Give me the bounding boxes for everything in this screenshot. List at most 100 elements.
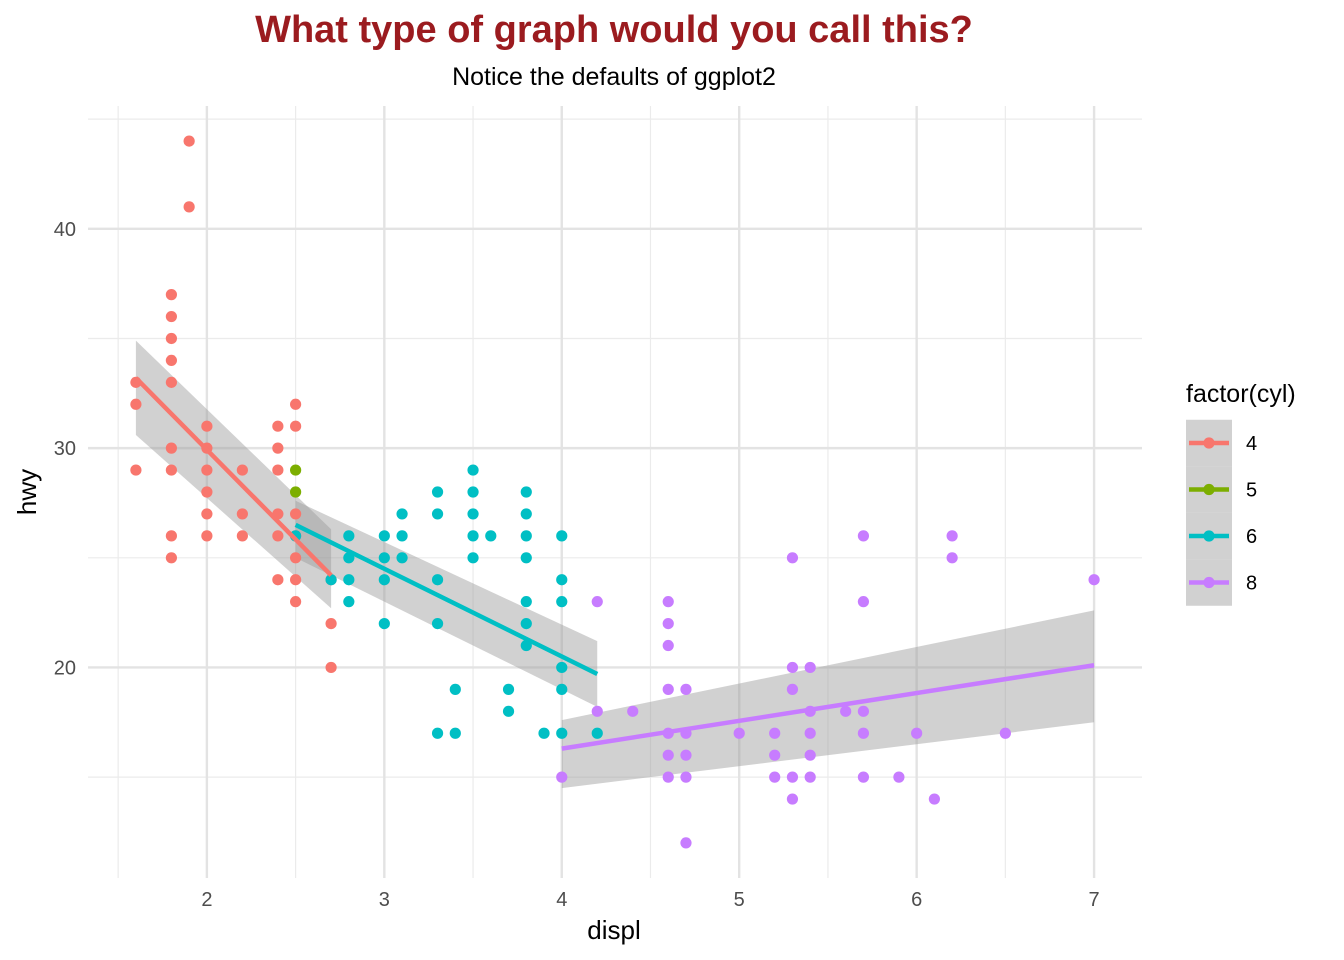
confidence-band-cyl-6 xyxy=(295,500,598,707)
data-point-cyl-8 xyxy=(680,837,692,849)
legend-label: 5 xyxy=(1246,480,1257,502)
data-point-cyl-4 xyxy=(201,420,213,432)
legend-item-cyl-8: 8 xyxy=(1186,559,1257,606)
legend-label: 6 xyxy=(1246,526,1257,548)
data-point-cyl-8 xyxy=(591,705,603,717)
data-point-cyl-4 xyxy=(165,289,177,301)
data-point-cyl-4 xyxy=(272,420,284,432)
data-point-cyl-4 xyxy=(201,508,213,520)
data-point-cyl-6 xyxy=(467,464,479,476)
data-point-cyl-6 xyxy=(556,683,568,695)
data-point-cyl-8 xyxy=(1088,574,1100,586)
data-point-cyl-8 xyxy=(804,771,816,783)
data-point-cyl-6 xyxy=(431,727,444,739)
data-point-cyl-8 xyxy=(804,661,816,674)
data-point-cyl-8 xyxy=(662,639,674,652)
data-point-cyl-4 xyxy=(290,552,302,564)
data-point-cyl-4 xyxy=(290,508,302,520)
chart-title: What type of graph would you call this? xyxy=(255,9,973,51)
data-point-cyl-6 xyxy=(325,574,337,586)
data-point-cyl-6 xyxy=(556,727,568,739)
major-gridlines xyxy=(88,106,1142,878)
fit-line-cyl-8 xyxy=(561,663,1095,751)
data-point-cyl-8 xyxy=(556,771,568,783)
data-point-cyl-6 xyxy=(431,574,444,586)
data-point-cyl-8 xyxy=(786,552,799,564)
data-point-cyl-4 xyxy=(201,464,213,476)
data-point-cyl-4 xyxy=(183,201,195,213)
data-point-cyl-4 xyxy=(130,464,142,476)
data-point-cyl-4 xyxy=(272,464,284,476)
y-tick-label: 30 xyxy=(54,438,76,460)
data-point-cyl-6 xyxy=(449,727,461,739)
data-point-cyl-6 xyxy=(556,574,568,586)
data-point-cyl-4 xyxy=(165,376,177,388)
data-point-cyl-8 xyxy=(946,530,958,542)
data-point-cyl-8 xyxy=(911,727,923,739)
legend-key-point xyxy=(1203,437,1215,449)
legend-item-cyl-4: 4 xyxy=(1186,419,1257,467)
data-point-cyl-4 xyxy=(290,596,302,608)
data-point-cyl-4 xyxy=(325,617,337,630)
data-point-cyl-8 xyxy=(591,596,603,608)
data-point-cyl-6 xyxy=(431,617,444,630)
data-point-cyl-8 xyxy=(786,683,799,695)
data-point-cyl-4 xyxy=(290,574,302,586)
data-point-cyl-6 xyxy=(378,617,390,630)
legend-title: factor(cyl) xyxy=(1186,380,1296,408)
minor-gridlines xyxy=(88,106,1142,878)
data-point-cyl-6 xyxy=(485,530,497,542)
data-point-cyl-4 xyxy=(165,552,177,564)
data-point-cyl-6 xyxy=(520,486,532,498)
data-point-cyl-6 xyxy=(538,727,550,739)
data-point-cyl-6 xyxy=(520,530,532,542)
legend-item-cyl-6: 6 xyxy=(1186,512,1257,560)
data-point-cyl-8 xyxy=(928,793,940,805)
data-point-cyl-6 xyxy=(343,596,355,608)
y-axis-ticks: 20 30 40 xyxy=(54,219,76,680)
data-point-cyl-6 xyxy=(396,508,408,520)
data-points xyxy=(130,135,1100,849)
data-point-cyl-4 xyxy=(290,398,302,410)
data-point-cyl-4 xyxy=(165,530,177,542)
data-point-cyl-8 xyxy=(893,771,905,783)
data-point-cyl-8 xyxy=(680,749,692,761)
data-point-cyl-6 xyxy=(467,530,479,542)
data-point-cyl-4 xyxy=(272,530,284,542)
data-point-cyl-4 xyxy=(236,530,248,542)
legend-key-point xyxy=(1203,530,1215,542)
data-point-cyl-6 xyxy=(591,727,603,739)
data-point-cyl-6 xyxy=(520,617,532,630)
data-point-cyl-6 xyxy=(556,661,568,674)
x-tick-label: 2 xyxy=(201,889,212,911)
data-point-cyl-8 xyxy=(662,771,674,783)
data-point-cyl-6 xyxy=(520,552,532,564)
data-point-cyl-8 xyxy=(769,771,781,783)
data-point-cyl-8 xyxy=(680,771,692,783)
data-point-cyl-8 xyxy=(857,771,870,783)
data-point-cyl-6 xyxy=(449,683,461,695)
data-point-cyl-8 xyxy=(769,727,781,739)
data-point-cyl-6 xyxy=(520,508,532,520)
data-point-cyl-6 xyxy=(556,530,568,542)
data-point-cyl-4 xyxy=(183,135,195,147)
data-point-cyl-6 xyxy=(378,552,390,564)
legend-item-cyl-5: 5 xyxy=(1186,466,1257,513)
data-point-cyl-8 xyxy=(999,727,1011,739)
data-point-cyl-4 xyxy=(290,420,302,432)
data-point-cyl-4 xyxy=(165,464,177,476)
data-point-cyl-8 xyxy=(857,705,870,717)
data-point-cyl-6 xyxy=(431,508,444,520)
x-axis-ticks: 2 3 4 5 6 7 xyxy=(201,889,1099,911)
data-point-cyl-8 xyxy=(786,793,799,805)
data-point-cyl-4 xyxy=(272,442,284,454)
data-point-cyl-4 xyxy=(165,354,177,367)
x-tick-label: 7 xyxy=(1089,889,1100,911)
data-point-cyl-4 xyxy=(325,661,337,674)
data-point-cyl-6 xyxy=(343,530,355,542)
y-tick-label: 40 xyxy=(54,219,76,241)
data-point-cyl-6 xyxy=(343,574,355,586)
data-point-cyl-8 xyxy=(733,727,745,739)
data-point-cyl-4 xyxy=(236,508,248,520)
